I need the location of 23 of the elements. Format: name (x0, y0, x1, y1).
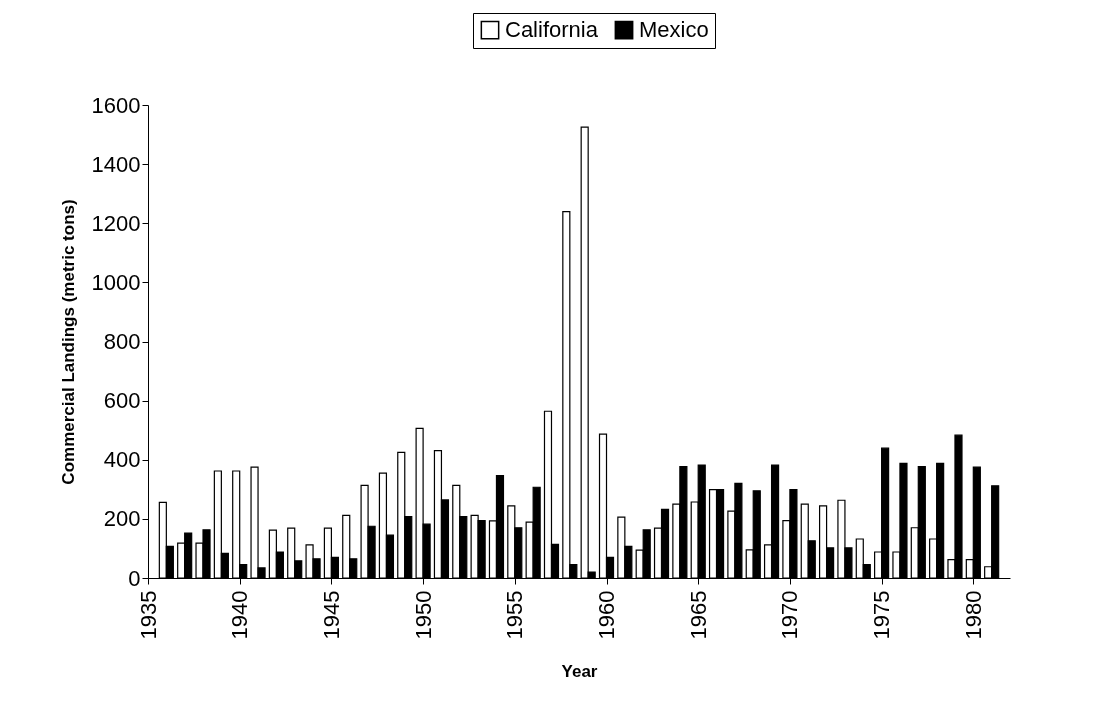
y-axis-title: Commercial Landings (metric tons) (58, 199, 78, 485)
x-tick-label: 1955 (502, 590, 528, 640)
y-tick-label: 0 (128, 565, 141, 591)
x-tick-label: 1945 (318, 590, 344, 640)
y-tick-label: 600 (103, 388, 141, 414)
y-tick-label: 1600 (91, 92, 141, 118)
y-tick-label: 1000 (91, 269, 141, 295)
x-tick-label: 1960 (594, 590, 620, 640)
x-axis-title: Year (561, 662, 598, 682)
x-tick-label: 1940 (227, 590, 253, 640)
x-tick-label: 1980 (960, 590, 986, 640)
x-tick-label: 1965 (685, 590, 711, 640)
y-tick-label: 1400 (91, 151, 141, 177)
x-tick-label: 1975 (869, 590, 895, 640)
y-tick-label: 1200 (91, 210, 141, 236)
x-tick-label: 1950 (410, 590, 436, 640)
legend-label: Mexico (639, 17, 709, 43)
y-tick-label: 800 (103, 329, 141, 354)
legend-label: California (505, 17, 599, 43)
x-tick-label: 1970 (777, 590, 803, 640)
y-tick-label: 400 (103, 447, 141, 473)
y-tick-label: 200 (103, 506, 141, 532)
x-tick-label: 1935 (135, 590, 161, 640)
